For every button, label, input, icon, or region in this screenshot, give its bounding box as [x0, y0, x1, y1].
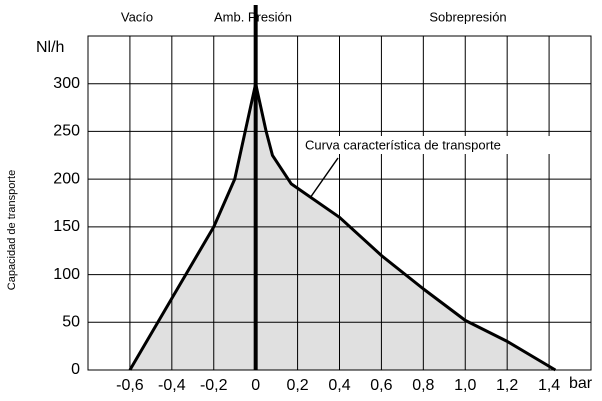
y-tick-label: 0 — [71, 361, 80, 378]
x-tick-label: 1,0 — [454, 377, 476, 394]
x-unit: bar — [569, 375, 593, 392]
region-label: Amb. Presión — [214, 9, 292, 24]
y-unit: Nl/h — [36, 39, 64, 56]
annotation-bg — [302, 136, 584, 154]
y-tick-label: 150 — [53, 218, 80, 235]
y-axis-label: Capacidad de transporte — [6, 170, 18, 290]
x-tick-label: -0,4 — [158, 377, 186, 394]
annotation-leader — [309, 157, 339, 199]
region-label: Vacío — [121, 9, 153, 24]
x-tick-label: 1,4 — [538, 377, 560, 394]
x-tick-label: 1,2 — [496, 377, 518, 394]
x-tick-label: 0,4 — [328, 377, 350, 394]
y-tick-label: 50 — [62, 314, 80, 331]
y-tick-label: 250 — [53, 123, 80, 140]
y-tick-label: 300 — [53, 75, 80, 92]
region-label: Sobrepresión — [429, 9, 506, 24]
x-tick-label: 0,8 — [412, 377, 434, 394]
x-tick-label: 0,6 — [370, 377, 392, 394]
x-tick-label: -0,6 — [116, 377, 144, 394]
x-tick-label: 0,2 — [286, 377, 308, 394]
plot-border — [87, 35, 592, 371]
x-tick-label: -0,2 — [200, 377, 228, 394]
curve — [128, 82, 557, 372]
x-tick-label: 0 — [251, 377, 260, 394]
y-tick-label: 100 — [53, 266, 80, 283]
annotation: Curva característica de transporte — [305, 137, 501, 152]
y-tick-label: 200 — [53, 170, 80, 187]
